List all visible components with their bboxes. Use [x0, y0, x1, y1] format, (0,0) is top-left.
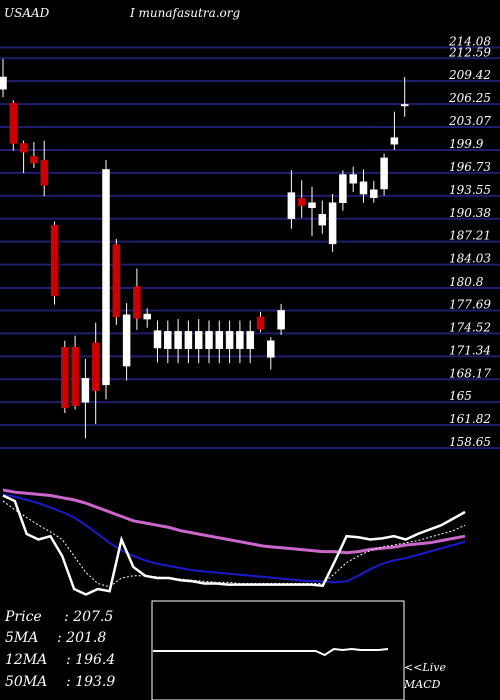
- candle-up: [349, 174, 357, 184]
- candle-up: [143, 313, 151, 320]
- stats-block: Price : 207.5 5MA : 201.8 12MA : 196.4 5…: [4, 609, 115, 690]
- macd-panel: [153, 647, 389, 657]
- ma12-label: 12MA: [5, 652, 47, 668]
- candle-up: [246, 331, 254, 349]
- price-tick-label: 193.55: [449, 183, 491, 197]
- live-label: <<Live: [404, 661, 446, 674]
- candle-up: [215, 331, 224, 349]
- price-tick-label: 184.03: [449, 252, 491, 266]
- candle-up: [318, 214, 327, 226]
- price-tick-label: 180.8: [449, 275, 484, 289]
- ma50-value: : 193.9: [66, 674, 115, 690]
- candle-up: [287, 192, 296, 219]
- price-tick-label: 214.08: [448, 34, 491, 48]
- candle-up: [359, 181, 368, 195]
- price-value: : 207.5: [64, 609, 113, 625]
- candle-down: [91, 342, 100, 391]
- candle-up: [380, 157, 388, 190]
- price-tick-label: 161.82: [449, 412, 491, 426]
- candle-up: [184, 331, 193, 349]
- candle-down: [71, 347, 79, 407]
- candle-up: [400, 104, 409, 107]
- candle-up: [153, 330, 162, 349]
- ma_mid-line: [2, 493, 466, 584]
- price-label: Price: [4, 609, 42, 625]
- candle-up: [102, 169, 110, 386]
- price-tick-label: 209.42: [448, 68, 491, 82]
- candle-down: [19, 143, 28, 153]
- candle-down: [61, 347, 69, 409]
- candle-up: [339, 174, 347, 203]
- price-tick-label: 171.34: [449, 343, 491, 357]
- price-tick-label: 190.38: [449, 206, 491, 220]
- price-tick-label: 177.69: [449, 297, 491, 311]
- macd-panel-frame: [151, 600, 405, 700]
- candle-up: [205, 331, 213, 349]
- price-tick-label: 187.21: [449, 229, 491, 243]
- candle-down: [40, 159, 48, 186]
- candle-up: [174, 331, 182, 349]
- price-tick-label: 206.25: [448, 91, 491, 105]
- price-tick-label: 165: [449, 389, 472, 403]
- candle-up: [122, 314, 131, 367]
- candle-down: [297, 198, 306, 206]
- candle-up: [236, 331, 244, 349]
- candle-up: [370, 189, 378, 198]
- ma12-value: : 196.4: [66, 652, 115, 668]
- price-tick-label: 196.73: [449, 160, 491, 174]
- price-tick-label: 174.52: [449, 320, 491, 334]
- candle-up: [390, 137, 399, 145]
- ma_slow-line: [2, 488, 466, 555]
- candle-up: [328, 202, 337, 245]
- moving-average-panel: [2, 488, 466, 596]
- candles: [0, 58, 409, 439]
- price-tick-label: 203.07: [448, 114, 491, 128]
- candle-up: [225, 331, 234, 349]
- macd-line: [153, 647, 389, 657]
- ma50-label: 50MA: [5, 674, 47, 690]
- candle-down: [256, 316, 265, 330]
- candle-up: [0, 76, 7, 90]
- price-tick-label: 199.9: [449, 137, 484, 151]
- price-tick-label: 212.59: [448, 45, 491, 59]
- candle-up: [267, 340, 275, 358]
- candle-down: [133, 286, 141, 319]
- price-tick-label: 158.65: [449, 435, 491, 449]
- ma5-label: 5MA: [5, 630, 38, 646]
- ma5-value: : 201.8: [57, 630, 106, 646]
- candle-up: [81, 378, 90, 403]
- price_line-line: [2, 494, 466, 596]
- candle-up: [277, 310, 285, 330]
- candle-down: [50, 224, 59, 297]
- candle-up: [308, 202, 316, 209]
- candle-down: [9, 102, 18, 144]
- candle-up: [164, 331, 172, 349]
- candle-down: [30, 156, 38, 164]
- ma_fast-line: [2, 500, 466, 588]
- price-tick-label: 168.17: [449, 366, 491, 380]
- symbol-title: USAAD: [4, 6, 50, 20]
- macd-label: MACD: [403, 678, 441, 691]
- site-watermark: I munafasutra.org: [129, 6, 241, 20]
- candle-up: [194, 331, 203, 349]
- candle-down: [112, 244, 121, 318]
